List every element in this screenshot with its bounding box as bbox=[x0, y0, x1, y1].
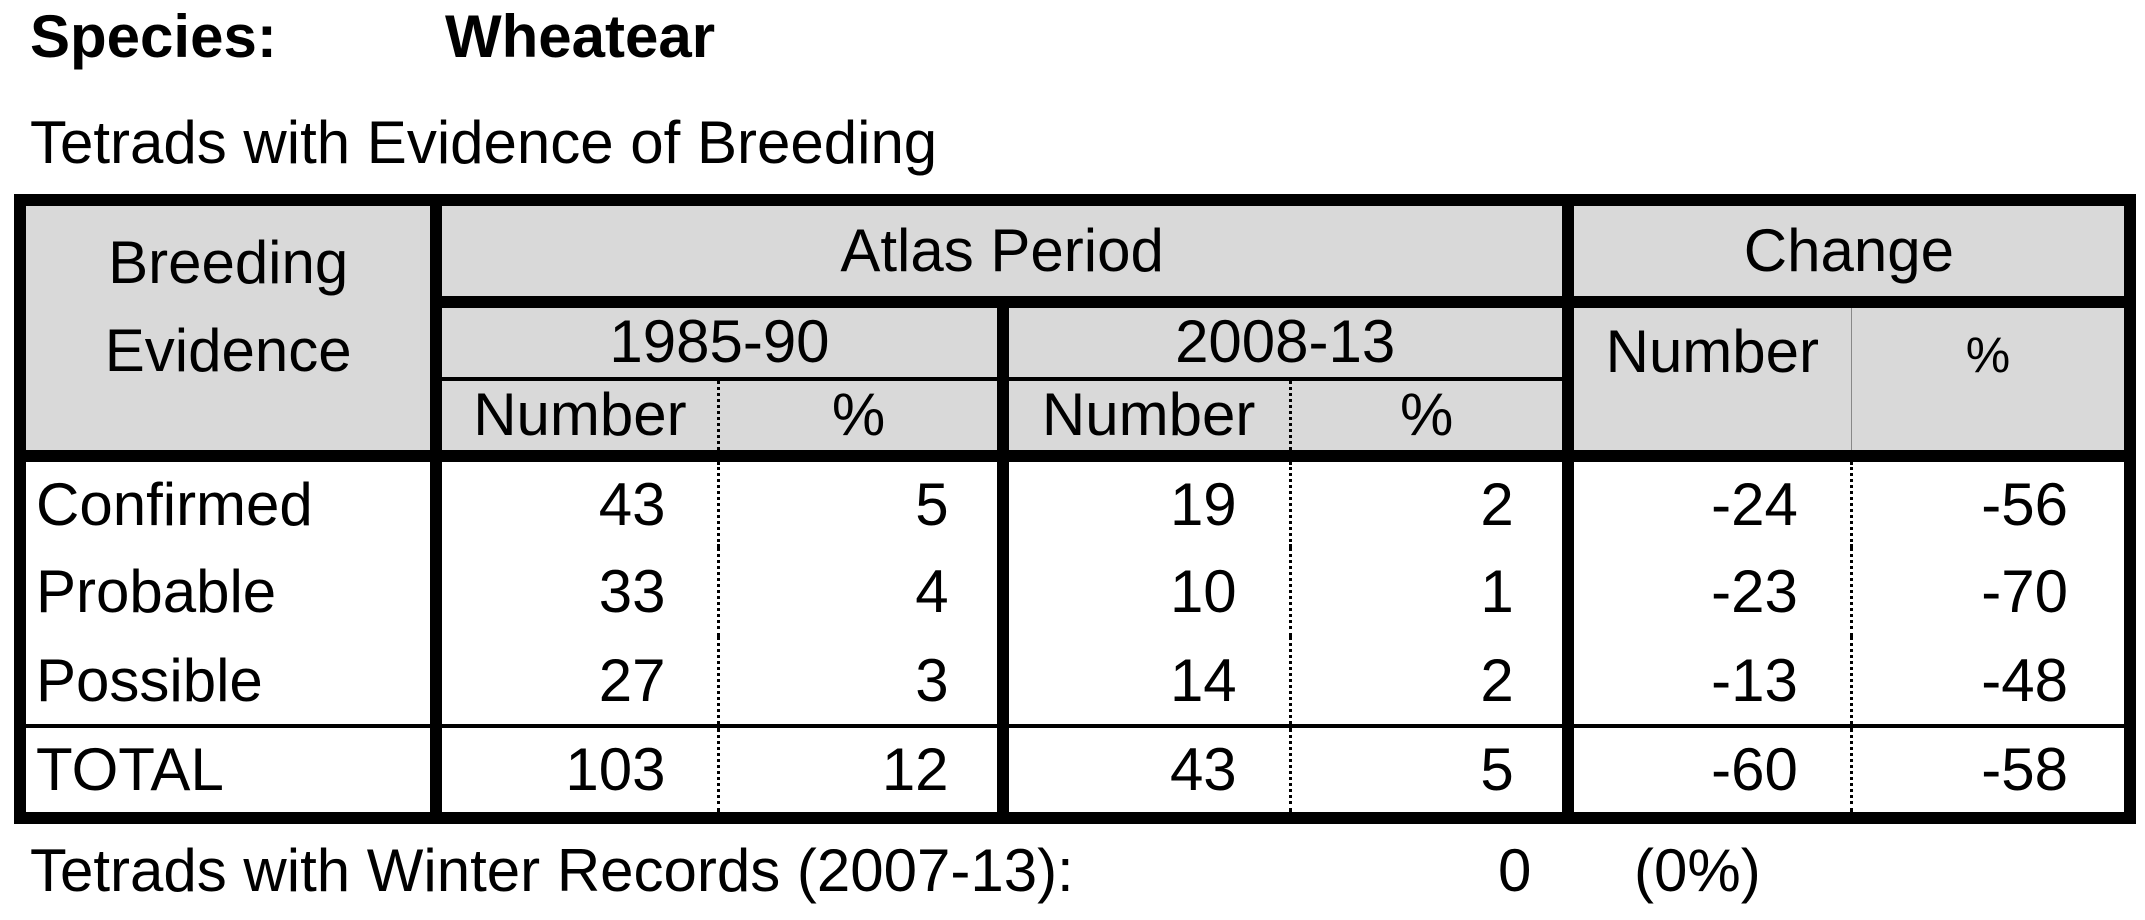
breeding-evidence-header-line2: Evidence bbox=[104, 317, 352, 384]
total-p1-number-cell: 103 bbox=[436, 724, 721, 818]
winter-records-label: Tetrads with Winter Records (2007-13): bbox=[30, 837, 1074, 904]
change-number-cell: -23 bbox=[1561, 547, 1853, 637]
change-header: Change bbox=[1561, 200, 2130, 308]
breeding-evidence-header: Breeding Evidence bbox=[20, 200, 443, 462]
p2-percent-cell: 2 bbox=[1480, 470, 1514, 538]
total-change-number-cell: -60 bbox=[1561, 724, 1853, 818]
p2-percent-cell: 1 bbox=[1480, 558, 1514, 626]
p2-number-header: Number bbox=[1002, 378, 1292, 462]
table-subtitle: Tetrads with Evidence of Breeding bbox=[30, 109, 938, 176]
header-row-3: Number % Number % bbox=[20, 378, 2130, 462]
total-label: TOTAL bbox=[20, 724, 443, 818]
table-row-total: TOTAL 103 12 43 5 -60 -58 bbox=[20, 724, 2130, 818]
p2-percent-cell: 2 bbox=[1480, 646, 1514, 714]
p2-number-cell: 10 bbox=[1002, 547, 1292, 637]
p1-number-header: Number bbox=[436, 378, 721, 462]
species-label: Species: bbox=[30, 3, 277, 70]
breeding-evidence-table: Breeding Evidence Atlas Period Change 19… bbox=[14, 194, 2136, 824]
p1-percent-cell: 4 bbox=[718, 547, 1009, 637]
p1-percent-header: % bbox=[718, 378, 1009, 462]
change-percent-cell: -56 bbox=[1981, 470, 2068, 538]
winter-records-count: 0 bbox=[1498, 837, 1532, 904]
p1-percent-cell: 3 bbox=[718, 636, 1009, 727]
header-row-2: 1985-90 2008-13 Number % bbox=[20, 301, 2130, 462]
row-label: Possible bbox=[20, 636, 443, 727]
p1-number-cell: 43 bbox=[436, 455, 721, 548]
winter-records-percent: (0%) bbox=[1634, 837, 1761, 904]
p1-number-cell: 27 bbox=[436, 636, 721, 727]
p1-percent-cell: 5 bbox=[718, 455, 1009, 548]
winter-records-line: Tetrads with Winter Records (2007-13): 0… bbox=[30, 836, 1830, 906]
period-2008-13-header: 2008-13 bbox=[1002, 301, 1568, 381]
total-p1-percent-cell: 12 bbox=[718, 724, 1009, 818]
total-p2-percent-cell: 5 bbox=[1290, 724, 1568, 818]
p2-number-cell: 14 bbox=[1002, 636, 1292, 727]
change-percent-cell: -48 bbox=[1981, 646, 2068, 714]
period-1985-90-header: 1985-90 bbox=[436, 301, 1009, 381]
table-row-possible: Possible 27 3 14 2 -13 -48 bbox=[20, 636, 2130, 727]
breeding-evidence-header-line1: Breeding bbox=[108, 229, 349, 296]
change-number-cell: -24 bbox=[1561, 455, 1853, 548]
total-p2-number-cell: 43 bbox=[1002, 724, 1292, 818]
total-change-percent-cell: -58 bbox=[1851, 724, 2130, 818]
change-number-header: Number bbox=[1561, 301, 1852, 462]
change-number-cell: -13 bbox=[1561, 636, 1853, 727]
species-name: Wheatear bbox=[445, 3, 716, 70]
header-row-1: Breeding Evidence Atlas Period Change bbox=[20, 200, 2130, 462]
table-row-probable: Probable 33 4 10 1 -23 -70 bbox=[20, 547, 2130, 637]
change-percent-cell: -70 bbox=[1981, 558, 2068, 626]
p1-number-cell: 33 bbox=[436, 547, 721, 637]
table-row-confirmed: Confirmed 43 5 19 2 -24 -56 bbox=[20, 455, 2130, 548]
p2-percent-header: % bbox=[1290, 378, 1568, 462]
atlas-period-header: Atlas Period bbox=[436, 200, 1568, 308]
row-label: Confirmed bbox=[20, 455, 443, 548]
p2-number-cell: 19 bbox=[1002, 455, 1292, 548]
row-label: Probable bbox=[20, 547, 443, 637]
change-percent-header: % bbox=[1851, 301, 2130, 462]
